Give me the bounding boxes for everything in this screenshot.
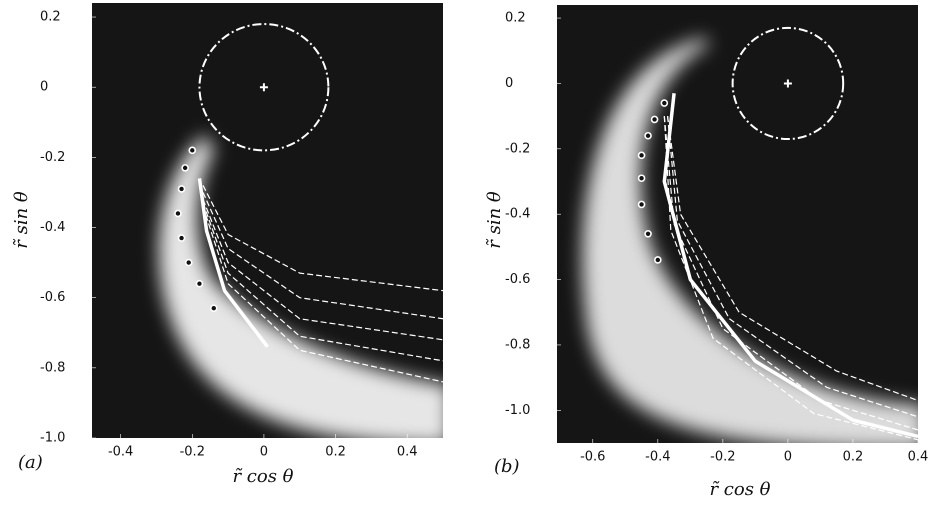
y-tick-label: 0.2 [505,11,526,26]
y-tick-label: -1.0 [40,431,65,446]
model-curve [663,116,918,441]
y-tick-label: -0.4 [40,220,65,235]
marker [644,131,652,140]
model-curve [202,202,443,362]
marker [188,146,197,155]
x-axis-label: r̃ cos θ [232,466,293,487]
panel-label: (a) [18,452,43,473]
panel-label: (b) [494,456,520,477]
y-tick-label: -0.8 [40,360,65,375]
marker [177,185,186,193]
x-tick-label: -0.2 [180,445,205,460]
y-tick-label: 0 [505,76,513,91]
x-tick-label: 0 [784,450,792,465]
marker [637,151,646,160]
y-axis-label: r̃ sin θ [11,191,32,249]
model-curve [202,199,443,341]
x-tick-label: 0.4 [908,450,929,465]
center-cross [259,83,268,92]
marker [174,209,182,218]
marker [637,200,646,209]
marker [660,99,669,107]
x-tick-label: -0.6 [580,450,605,465]
image-intensity [582,38,918,443]
x-tick-label: 0.2 [325,445,346,460]
fitted-curve [662,93,918,439]
y-axis-label: r̃ sin θ [484,191,505,249]
y-tick-label: -0.6 [505,272,530,287]
x-axis-label: r̃ cos θ [709,479,770,500]
marker [177,234,186,242]
marker [654,256,662,264]
x-tick-label: -0.4 [108,445,133,460]
reference-circle [198,23,330,152]
model-curve [202,185,443,292]
reference-circle [731,26,845,141]
x-tick-label: 0.4 [397,445,418,460]
marker [181,164,189,172]
x-tick-label: 0.2 [843,450,864,465]
image-intensity [159,135,443,438]
y-tick-label: -0.2 [505,141,530,156]
marker [195,279,204,288]
x-tick-label: -0.4 [645,450,670,465]
y-tick-label: -0.6 [40,290,65,305]
model-curve [666,116,918,418]
x-tick-label: 0 [260,445,268,460]
y-tick-label: -0.4 [505,207,530,222]
model-curve [663,116,918,431]
y-tick-label: 0.2 [40,10,61,25]
model-curve [202,192,443,320]
marker [184,258,193,267]
y-tick-label: -0.2 [40,150,65,165]
y-tick-label: -0.8 [505,337,530,352]
marker [650,115,659,124]
y-tick-label: -1.0 [505,403,530,418]
model-curve [666,116,918,402]
marker [637,174,646,183]
center-cross [783,79,792,88]
x-tick-label: -0.2 [710,450,735,465]
marker [209,304,218,313]
marker [644,230,652,238]
y-tick-label: 0 [40,80,48,95]
model-curve [202,206,443,383]
